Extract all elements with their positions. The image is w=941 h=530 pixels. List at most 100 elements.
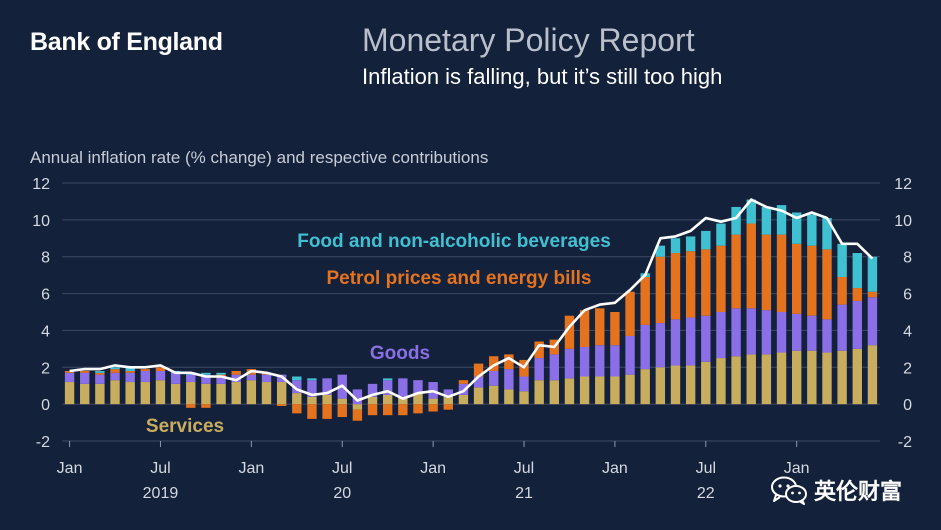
bar-segment bbox=[549, 380, 560, 405]
y-tick-label-left: 6 bbox=[41, 287, 50, 304]
bar-segment bbox=[625, 291, 635, 336]
bar-segment bbox=[201, 383, 211, 405]
bar-segment bbox=[292, 404, 302, 414]
bar-segment bbox=[322, 378, 332, 395]
bar-segment bbox=[610, 345, 620, 377]
bar-segment bbox=[670, 365, 681, 405]
bar-segment bbox=[761, 310, 772, 355]
bar-segment bbox=[489, 356, 499, 371]
bar-segment bbox=[367, 383, 378, 397]
bar-segment bbox=[534, 380, 544, 405]
y-tick-label-right: 10 bbox=[894, 213, 912, 230]
bar-segment bbox=[640, 369, 650, 405]
bar-segment bbox=[670, 253, 681, 320]
bar-segment bbox=[473, 387, 484, 405]
bar-segment bbox=[216, 376, 226, 384]
bar-segment bbox=[564, 378, 575, 405]
bar-segment bbox=[837, 304, 847, 351]
bar-segment bbox=[807, 315, 817, 351]
bar-segment bbox=[519, 376, 529, 392]
bar-segment bbox=[822, 218, 832, 250]
bar-segment bbox=[867, 291, 878, 298]
bar-segment bbox=[685, 365, 696, 405]
bar-segment bbox=[170, 383, 181, 405]
y-tick-label-right: 8 bbox=[903, 250, 912, 267]
bar-segment bbox=[791, 243, 802, 314]
bar-segment bbox=[595, 308, 605, 346]
bar-segment bbox=[110, 369, 120, 373]
bar-segment bbox=[761, 354, 772, 405]
report-subtitle: Inflation is falling, but it’s still too… bbox=[362, 64, 723, 89]
bar-segment bbox=[413, 404, 423, 414]
bar-segment bbox=[186, 382, 196, 405]
bar-segment bbox=[852, 348, 862, 405]
bar-segment bbox=[746, 308, 756, 355]
bar-segment bbox=[761, 206, 772, 235]
headline-cpi-line bbox=[69, 198, 874, 402]
bar-segment bbox=[95, 374, 105, 384]
bar-segment bbox=[701, 361, 711, 405]
bar-segment bbox=[261, 382, 272, 405]
bar-segment bbox=[610, 312, 620, 346]
bar-segment bbox=[186, 404, 196, 408]
bar-segment bbox=[292, 376, 302, 381]
y-tick-label-left: 4 bbox=[41, 323, 50, 340]
bar-segment bbox=[776, 312, 787, 353]
bar-segment bbox=[791, 212, 802, 244]
bar-segment bbox=[625, 335, 635, 375]
bar-segment bbox=[458, 394, 469, 405]
bar-segment bbox=[731, 356, 741, 405]
bar-segment bbox=[701, 230, 711, 250]
bar-segment bbox=[186, 374, 196, 383]
x-tick-label: Jan bbox=[784, 460, 810, 477]
y-tick-label-left: 2 bbox=[41, 360, 50, 377]
y-tick-label-right: -2 bbox=[898, 434, 912, 451]
bar-segment bbox=[489, 370, 499, 386]
bar-segment bbox=[579, 376, 590, 405]
bar-segment bbox=[807, 245, 817, 316]
bar-segment bbox=[776, 352, 787, 405]
bar-segment bbox=[701, 315, 711, 362]
bar-segment bbox=[246, 380, 257, 405]
bar-segment bbox=[292, 393, 302, 405]
y-tick-label-right: 4 bbox=[903, 323, 912, 340]
bar-segment bbox=[731, 234, 741, 309]
bar-segment bbox=[140, 369, 151, 371]
bar-segment bbox=[579, 310, 590, 348]
bar-segment bbox=[791, 350, 802, 405]
annotation-food: Food and non-alcoholic beverages bbox=[297, 231, 611, 252]
bar-segment bbox=[125, 382, 135, 405]
bar-segment bbox=[746, 223, 756, 309]
bar-segment bbox=[791, 313, 802, 351]
bar-segment bbox=[155, 367, 166, 371]
bar-segment bbox=[504, 354, 514, 370]
annotation-services: Services bbox=[146, 416, 224, 437]
bar-segment bbox=[473, 376, 484, 388]
bar-segment bbox=[398, 378, 408, 397]
x-tick-label: Jul bbox=[150, 460, 170, 477]
bar-segment bbox=[716, 223, 726, 246]
year-label: 2019 bbox=[143, 485, 179, 502]
bar-segment bbox=[428, 404, 438, 412]
bar-segment bbox=[685, 236, 696, 252]
bar-segment bbox=[80, 372, 90, 384]
watermark: 英伦财富 bbox=[770, 474, 902, 506]
bar-segment bbox=[852, 288, 862, 301]
bar-segment bbox=[216, 372, 226, 375]
bar-segment bbox=[201, 372, 211, 375]
grid-layer bbox=[62, 182, 880, 442]
bar-segment bbox=[110, 380, 120, 405]
year-label: 22 bbox=[697, 485, 715, 502]
bar-segment bbox=[746, 354, 756, 405]
report-title: Monetary Policy Report bbox=[362, 22, 695, 58]
bar-segment bbox=[685, 251, 696, 318]
bar-segment bbox=[382, 404, 393, 416]
chart-title: Annual inflation rate (% change) and res… bbox=[30, 148, 489, 167]
bar-segment bbox=[231, 382, 241, 405]
bar-segment bbox=[837, 243, 847, 277]
bar-segment bbox=[595, 345, 605, 377]
bar-segment bbox=[655, 367, 666, 405]
bar-segment bbox=[685, 317, 696, 366]
bar-segment bbox=[731, 308, 741, 357]
